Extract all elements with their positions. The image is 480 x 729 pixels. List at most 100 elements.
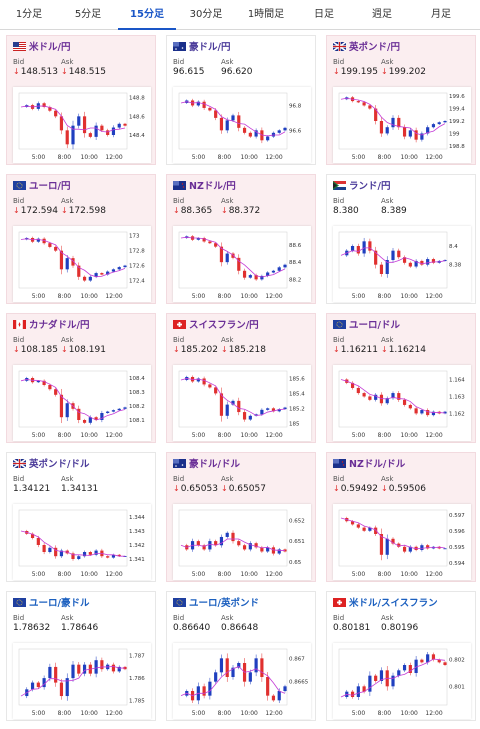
candle-body <box>374 527 378 534</box>
tab-monthly[interactable]: 月足 <box>431 9 451 20</box>
pair-name[interactable]: NZドル/ドル <box>349 459 406 470</box>
candle-body <box>71 664 75 679</box>
rate-card[interactable]: 英ポンド/円 Bid Ask ↓199.195 ↓199.202 5:00 8:00 10:0… <box>326 35 476 165</box>
rate-card[interactable]: カナダドル/円 Bid Ask ↓108.185 ↓108.191 5:00 8:00 10:… <box>6 313 156 443</box>
rate-card[interactable]: 米ドル/スイスフラン Bid Ask 0.80181 0.80196 5:00 8:00 10… <box>326 591 476 721</box>
down-arrow-icon: ↓ <box>13 67 20 76</box>
price-chart[interactable]: 5:00 8:00 10:00 12:00 0.867 0.8665 <box>173 643 311 719</box>
card-header[interactable]: NZドル/ドル <box>327 453 477 471</box>
pair-name[interactable]: 豪ドル/ドル <box>189 459 240 470</box>
candle-body <box>202 686 206 696</box>
bid-value: ↓172.594 <box>13 206 58 216</box>
pair-name[interactable]: ランド/円 <box>349 181 391 192</box>
tab-daily[interactable]: 日足 <box>314 9 334 20</box>
price-chart[interactable]: 5:00 8:00 10:00 12:00 199.6 199.4 199.2 199 198.… <box>333 87 471 163</box>
card-header[interactable]: 米ドル/スイスフラン <box>327 592 477 610</box>
price-chart[interactable]: 5:00 8:00 10:00 12:00 88.6 88.4 88.2 <box>173 226 311 302</box>
pair-name[interactable]: 英ポンド/ドル <box>29 459 90 470</box>
card-header[interactable]: 英ポンド/ドル <box>7 453 157 471</box>
pair-name[interactable]: 英ポンド/円 <box>349 42 400 53</box>
rate-card[interactable]: 豪ドル/円 Bid Ask 96.615 96.620 5:00 8:00 10:00 12:0… <box>166 35 316 165</box>
tab-1hour[interactable]: 1時間足 <box>247 9 285 20</box>
price-chart[interactable]: 5:00 8:00 10:00 12:00 1.787 1.786 1.785 <box>13 643 151 719</box>
y-tick-label: 172.4 <box>129 279 145 285</box>
card-header[interactable]: ユーロ/ドル <box>327 314 477 332</box>
price-chart[interactable]: 5:00 8:00 10:00 12:00 108.4 108.3 108.2 108.1 <box>13 365 151 441</box>
bid-label: Bid <box>13 475 25 483</box>
card-header[interactable]: 豪ドル/円 <box>167 36 317 54</box>
rate-card[interactable]: ユーロ/豪ドル Bid Ask 1.78632 1.78646 5:00 8:00 10:00… <box>6 591 156 721</box>
tab-5min[interactable]: 5分足 <box>74 9 102 20</box>
price-chart[interactable]: 5:00 8:00 10:00 12:00 96.8 96.6 <box>173 87 311 163</box>
down-arrow-icon: ↓ <box>61 206 68 215</box>
tab-15min[interactable]: 15分足 <box>118 0 176 30</box>
rate-card[interactable]: 米ドル/円 Bid Ask ↓148.513 ↓148.515 5:00 8:00 10:00… <box>6 35 156 165</box>
rate-card[interactable]: ランド/円 Bid Ask 8.380 8.389 5:00 8:00 10:00 12:00 8… <box>326 174 476 304</box>
rate-card[interactable]: 豪ドル/ドル Bid Ask ↓0.65053 ↓0.65057 5:00 8:00 10:0… <box>166 452 316 582</box>
card-header[interactable]: カナダドル/円 <box>7 314 157 332</box>
rate-card[interactable]: NZドル/円 Bid Ask ↓88.365 ↓88.372 5:00 8:00 10:00 1… <box>166 174 316 304</box>
bid-label: Bid <box>173 58 185 66</box>
currency-flag-icon <box>13 459 26 468</box>
pair-name[interactable]: 米ドル/円 <box>29 42 71 53</box>
rate-card[interactable]: NZドル/ドル Bid Ask ↓0.59492 ↓0.59506 5:00 8:00 10:… <box>326 452 476 582</box>
pair-name[interactable]: ユーロ/円 <box>29 181 71 192</box>
down-arrow-icon: ↓ <box>381 67 388 76</box>
price-chart[interactable]: 5:00 8:00 10:00 12:00 148.8 148.6 148.4 <box>13 87 151 163</box>
pair-name[interactable]: カナダドル/円 <box>29 320 90 331</box>
pair-name[interactable]: 米ドル/スイスフラン <box>349 598 438 609</box>
card-header[interactable]: ユーロ/円 <box>7 175 157 193</box>
card-header[interactable]: スイスフラン/円 <box>167 314 317 332</box>
card-header[interactable]: 米ドル/円 <box>7 36 157 54</box>
pair-name[interactable]: NZドル/円 <box>189 181 236 192</box>
candle-body <box>71 258 75 266</box>
pair-name[interactable]: スイスフラン/円 <box>189 320 259 331</box>
rate-card[interactable]: 英ポンド/ドル Bid Ask 1.34121 1.34131 5:00 8:00 10:00… <box>6 452 156 582</box>
currency-flag-icon <box>333 459 346 468</box>
candle-body <box>402 399 407 405</box>
price-chart[interactable]: 5:00 8:00 10:00 12:00 0.652 0.651 0.65 <box>173 504 311 580</box>
candle-body <box>88 276 92 281</box>
candle-body <box>117 666 121 672</box>
rate-card[interactable]: ユーロ/円 Bid Ask ↓172.594 ↓172.598 5:00 8:00 10:00… <box>6 174 156 304</box>
card-header[interactable]: ユーロ/英ポンド <box>167 592 317 610</box>
candle-body <box>242 127 247 133</box>
tab-1min[interactable]: 1分足 <box>15 9 43 20</box>
rate-card[interactable]: ユーロ/ドル Bid Ask ↓1.16211 ↓1.16214 5:00 8:00 10:0… <box>326 313 476 443</box>
price-chart[interactable]: 5:00 8:00 10:00 12:00 0.597 0.596 0.595 0.594 <box>333 504 471 580</box>
tab-weekly[interactable]: 週足 <box>372 9 392 20</box>
card-header[interactable]: ユーロ/豪ドル <box>7 592 157 610</box>
pair-name[interactable]: 豪ドル/円 <box>189 42 231 53</box>
card-header[interactable]: ランド/円 <box>327 175 477 193</box>
rate-card[interactable]: スイスフラン/円 Bid Ask ↓185.202 ↓185.218 5:00 8:00 10… <box>166 313 316 443</box>
pair-name[interactable]: ユーロ/英ポンド <box>189 598 259 609</box>
candle-body <box>408 130 412 137</box>
x-tick-label: 5:00 <box>192 710 206 717</box>
price-chart[interactable]: 5:00 8:00 10:00 12:00 8.4 8.38 <box>333 226 471 302</box>
price-chart[interactable]: 5:00 8:00 10:00 12:00 1.164 1.163 1.162 <box>333 365 471 441</box>
card-header[interactable]: 英ポンド/円 <box>327 36 477 54</box>
rate-card[interactable]: ユーロ/英ポンド Bid Ask 0.86640 0.86648 5:00 8:00 10:0… <box>166 591 316 721</box>
price-chart[interactable]: 5:00 8:00 10:00 12:00 0.802 0.801 <box>333 643 471 719</box>
tab-30min[interactable]: 30分足 <box>189 9 223 20</box>
moving-average-line <box>20 530 125 557</box>
card-header[interactable]: 豪ドル/ドル <box>167 453 317 471</box>
candle-body <box>248 415 252 420</box>
pair-name[interactable]: ユーロ/豪ドル <box>29 598 90 609</box>
card-header[interactable]: NZドル/円 <box>167 175 317 193</box>
moving-average-line <box>340 379 446 414</box>
down-arrow-icon: ↓ <box>61 67 68 76</box>
x-tick-label: 5:00 <box>32 571 46 578</box>
pair-name[interactable]: ユーロ/ドル <box>349 320 400 331</box>
price-chart[interactable]: 5:00 8:00 10:00 12:00 173 172.8 172.6 172.4 <box>13 226 151 302</box>
ask-label: Ask <box>381 614 394 622</box>
candle-body <box>277 691 281 701</box>
candle-body <box>254 658 258 673</box>
candle-body <box>402 257 407 263</box>
price-chart[interactable]: 5:00 8:00 10:00 12:00 1.344 1.343 1.342 1.341 <box>13 504 151 580</box>
candle-body <box>237 663 241 668</box>
x-tick-label: 8:00 <box>58 154 72 161</box>
candle-body <box>277 409 281 412</box>
price-chart[interactable]: 5:00 8:00 10:00 12:00 185.6 185.4 185.2 185 <box>173 365 311 441</box>
candle-body <box>208 384 212 388</box>
